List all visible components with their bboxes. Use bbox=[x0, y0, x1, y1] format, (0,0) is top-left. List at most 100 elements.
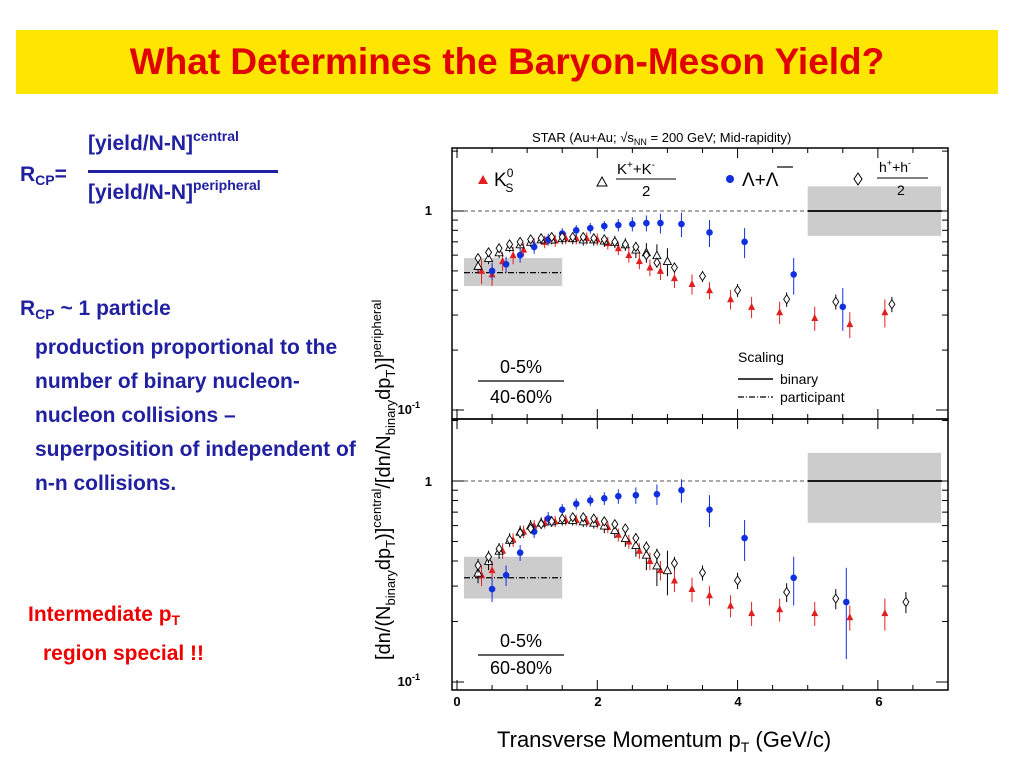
data-point bbox=[635, 546, 643, 554]
chart-title: STAR (Au+Au; √sNN = 200 GeV; Mid-rapidit… bbox=[532, 130, 791, 147]
data-point bbox=[632, 241, 640, 253]
k0s-marker bbox=[478, 175, 488, 184]
lambda-label: Λ+Λ bbox=[742, 170, 779, 191]
data-point bbox=[474, 252, 482, 264]
data-point bbox=[670, 262, 678, 273]
xtick-6: 6 bbox=[875, 694, 882, 709]
data-point bbox=[657, 219, 664, 227]
data-point bbox=[558, 506, 566, 513]
data-point bbox=[502, 571, 510, 579]
data-point bbox=[516, 549, 524, 556]
bottom-centrality-num: 0-5% bbox=[500, 631, 542, 651]
data-point bbox=[590, 513, 598, 524]
bottom-centrality-den: 60-80% bbox=[490, 658, 552, 678]
data-point bbox=[741, 534, 748, 542]
data-point bbox=[548, 516, 556, 527]
data-point bbox=[832, 593, 840, 604]
data-point bbox=[670, 274, 678, 282]
data-point bbox=[506, 534, 514, 546]
data-point bbox=[621, 523, 629, 534]
y-axis-label: [dn/(NbinarydpT)]central/[dn/NbinarydpT)… bbox=[369, 300, 398, 660]
data-point bbox=[653, 257, 661, 268]
top-centrality-den: 40-60% bbox=[490, 387, 552, 407]
data-point bbox=[495, 242, 503, 254]
data-point bbox=[579, 511, 587, 523]
data-point bbox=[776, 605, 784, 613]
title-banner: What Determines the Baryon-Meson Yield? bbox=[16, 30, 998, 94]
lambda-marker bbox=[726, 175, 734, 183]
top-ytick-one: 1 bbox=[425, 203, 432, 218]
xtick-0: 0 bbox=[453, 694, 460, 709]
data-point bbox=[790, 574, 797, 582]
data-point bbox=[572, 500, 580, 508]
data-point bbox=[537, 232, 545, 244]
data-point bbox=[706, 286, 714, 294]
series-hh bbox=[474, 511, 910, 614]
data-point bbox=[646, 263, 654, 271]
data-point bbox=[842, 598, 850, 606]
data-point bbox=[586, 497, 594, 504]
series-lambda bbox=[488, 212, 847, 331]
data-point bbox=[586, 224, 594, 232]
data-point bbox=[642, 541, 650, 553]
data-point bbox=[642, 249, 650, 261]
data-point bbox=[615, 492, 622, 500]
xtick-2: 2 bbox=[594, 694, 601, 709]
data-point bbox=[832, 296, 840, 308]
data-point bbox=[629, 220, 636, 228]
data-point bbox=[734, 284, 742, 296]
data-point bbox=[643, 219, 650, 227]
legend-kch: K++K- 2 bbox=[596, 160, 676, 200]
x-axis-label: Transverse Momentum pT (GeV/c) bbox=[497, 727, 831, 755]
data-point bbox=[625, 251, 633, 259]
data-point bbox=[727, 295, 735, 303]
data-point bbox=[601, 495, 608, 502]
data-point bbox=[656, 566, 664, 574]
data-point bbox=[748, 609, 756, 617]
data-point bbox=[790, 271, 797, 278]
data-point bbox=[656, 266, 664, 274]
xtick-4: 4 bbox=[734, 694, 742, 709]
data-point bbox=[611, 518, 619, 530]
rcp-description: RCP ~ 1 particle production proportional… bbox=[20, 297, 356, 495]
data-point bbox=[520, 245, 528, 253]
data-point bbox=[783, 586, 791, 598]
data-point bbox=[537, 518, 545, 530]
hch-denominator: 2 bbox=[897, 182, 905, 198]
data-point bbox=[706, 506, 713, 513]
data-point bbox=[846, 613, 854, 621]
data-point bbox=[488, 267, 496, 275]
legend-k0s: K0 S bbox=[478, 166, 514, 195]
data-point bbox=[572, 226, 580, 234]
fraction-bar bbox=[88, 170, 278, 173]
data-point bbox=[811, 609, 819, 617]
data-point bbox=[698, 270, 707, 282]
data-point bbox=[488, 585, 496, 593]
slide-title: What Determines the Baryon-Meson Yield? bbox=[129, 41, 885, 82]
bottom-panel bbox=[452, 419, 949, 690]
data-point bbox=[662, 256, 673, 266]
data-point bbox=[846, 320, 854, 328]
data-point bbox=[516, 236, 524, 248]
legend-hch: h++h- 2 bbox=[853, 158, 928, 198]
data-point bbox=[662, 565, 673, 575]
data-point bbox=[569, 511, 577, 523]
data-point bbox=[611, 236, 619, 248]
data-point bbox=[483, 253, 494, 263]
data-point bbox=[530, 243, 538, 251]
formula-numerator: [yield/N-N]central bbox=[88, 128, 239, 155]
data-point bbox=[741, 238, 748, 246]
top-panel bbox=[452, 148, 949, 419]
series-lambda bbox=[488, 479, 850, 660]
data-point bbox=[478, 266, 486, 274]
data-point bbox=[485, 551, 493, 563]
data-point bbox=[881, 609, 889, 617]
data-point bbox=[646, 556, 654, 564]
data-point bbox=[621, 239, 629, 250]
binary-uncertainty-band bbox=[807, 452, 941, 523]
data-point bbox=[495, 543, 503, 555]
rcp-lhs: RCP= bbox=[20, 163, 67, 188]
data-point bbox=[632, 532, 640, 544]
data-point bbox=[579, 231, 587, 243]
